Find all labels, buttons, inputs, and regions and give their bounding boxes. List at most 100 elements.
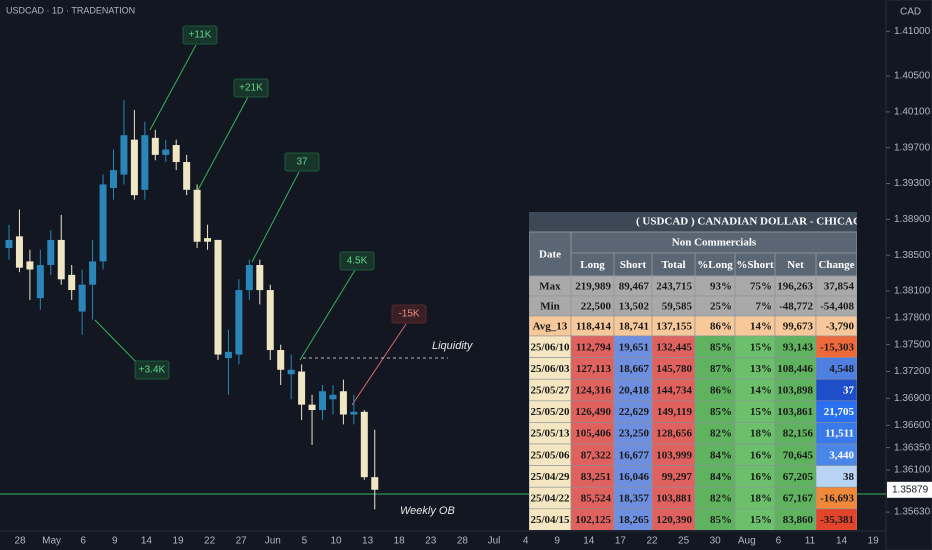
candle-body bbox=[266, 290, 274, 351]
cell: 38 bbox=[843, 471, 855, 483]
cell: 25/06/10 bbox=[530, 341, 570, 353]
candle-body bbox=[5, 239, 13, 248]
column-header-bg bbox=[529, 231, 572, 277]
cell: 19,651 bbox=[619, 341, 649, 353]
candle-body bbox=[120, 135, 128, 175]
cell: 67,167 bbox=[783, 493, 814, 505]
x-tick-label: 25 bbox=[678, 536, 690, 547]
annotation-box bbox=[339, 251, 375, 271]
y-tick-label: 1.38100 bbox=[894, 286, 931, 297]
cell: 22,500 bbox=[581, 301, 612, 313]
cell: 13,502 bbox=[619, 301, 650, 313]
column-header: %Long bbox=[697, 259, 733, 271]
candle-body bbox=[162, 149, 170, 155]
candle-body bbox=[36, 265, 44, 299]
y-tick-label: 1.39300 bbox=[894, 178, 931, 189]
cell: 86% bbox=[710, 321, 732, 333]
candle-body bbox=[183, 162, 191, 190]
y-tick-label: 1.37200 bbox=[894, 366, 931, 377]
candle-body bbox=[68, 274, 76, 291]
x-tick-label: 14 bbox=[583, 536, 595, 547]
cell: 145,780 bbox=[656, 363, 692, 375]
cell: 25/04/22 bbox=[530, 493, 570, 505]
weekly-ob-label: Weekly OB bbox=[400, 505, 455, 517]
candle-body bbox=[26, 261, 34, 270]
cell: Max bbox=[539, 281, 561, 293]
x-tick-label: 18 bbox=[394, 536, 406, 547]
cell: 85% bbox=[710, 514, 732, 526]
cell: 243,715 bbox=[656, 281, 692, 293]
x-tick-label: 22 bbox=[204, 536, 216, 547]
cell: 82% bbox=[710, 428, 732, 440]
cell: 67,205 bbox=[783, 471, 814, 483]
annotation-box bbox=[134, 360, 170, 380]
cell: 14% bbox=[750, 321, 772, 333]
x-tick-label: 10 bbox=[330, 536, 342, 547]
candle-body bbox=[141, 135, 149, 190]
symbol-header: USDCAD · 1D · TRADENATION bbox=[6, 5, 135, 15]
cell: 84% bbox=[710, 449, 732, 461]
cell: 16% bbox=[750, 471, 772, 483]
cell: 83,251 bbox=[581, 471, 611, 483]
cell: 83,860 bbox=[783, 514, 814, 526]
currency: CAD bbox=[900, 7, 921, 18]
cell: 20,418 bbox=[619, 385, 650, 397]
candle-body bbox=[224, 351, 232, 359]
annotation: -15K bbox=[398, 309, 419, 320]
candle-body bbox=[172, 145, 180, 163]
table-title-bg bbox=[529, 212, 857, 232]
cell: -3,790 bbox=[826, 321, 855, 333]
candle-body bbox=[47, 239, 55, 265]
liquidity-label: Liquidity bbox=[432, 340, 474, 352]
cell: 18,265 bbox=[619, 514, 650, 526]
y-tick-label: 1.38500 bbox=[894, 250, 931, 261]
cell: 25/05/13 bbox=[530, 428, 570, 440]
candle-body bbox=[214, 239, 222, 355]
candle-body bbox=[350, 411, 358, 415]
x-tick-label: Jun bbox=[265, 536, 281, 547]
cell: 118,414 bbox=[576, 321, 612, 333]
cell: 132,445 bbox=[656, 341, 692, 353]
x-tick-label: 6 bbox=[80, 536, 86, 547]
annotation: +11K bbox=[189, 30, 212, 41]
cell: 22,629 bbox=[619, 406, 650, 418]
x-tick-label: 27 bbox=[236, 536, 248, 547]
cell: 25/05/27 bbox=[530, 385, 570, 397]
table-title: ( USDCAD ) CANADIAN DOLLAR - CHICAGO MER… bbox=[636, 216, 932, 228]
candle-body bbox=[298, 371, 306, 405]
candle-body bbox=[193, 189, 201, 242]
column-header: Date bbox=[539, 249, 561, 261]
y-tick-label: 1.38900 bbox=[894, 214, 931, 225]
x-tick-label: 17 bbox=[615, 536, 627, 547]
x-tick-label: 6 bbox=[776, 536, 782, 547]
candle-body bbox=[256, 265, 264, 291]
cell: 85% bbox=[710, 406, 732, 418]
cell: 25/05/20 bbox=[530, 406, 570, 418]
column-header: Total bbox=[661, 259, 685, 271]
candle-body bbox=[371, 477, 379, 490]
cell: 11,511 bbox=[825, 428, 854, 440]
cell: 82,156 bbox=[783, 428, 814, 440]
cell: 144,734 bbox=[656, 385, 692, 397]
candle-body bbox=[245, 265, 253, 291]
connector-lines bbox=[94, 44, 356, 367]
x-tick-label: 19 bbox=[868, 536, 880, 547]
cell: 23,250 bbox=[619, 428, 650, 440]
cell: 15% bbox=[750, 406, 772, 418]
y-tick-label: 1.40500 bbox=[894, 71, 931, 82]
x-tick-label: 13 bbox=[362, 536, 374, 547]
cell: Min bbox=[540, 301, 560, 313]
column-header: Short bbox=[620, 259, 647, 271]
candle-body bbox=[235, 290, 243, 355]
last-price-tag bbox=[887, 481, 932, 498]
y-tick-label: 1.35630 bbox=[894, 507, 931, 518]
cell: 103,999 bbox=[656, 449, 692, 461]
candle-body bbox=[89, 261, 97, 285]
cell: -35,381 bbox=[820, 514, 854, 526]
annotation: +3.4K bbox=[139, 365, 166, 376]
candle-body bbox=[319, 391, 326, 411]
cell: 85% bbox=[710, 341, 732, 353]
cell: 18% bbox=[750, 428, 772, 440]
last-price-label: 1.35879 bbox=[892, 484, 929, 495]
x-tick-label: 22 bbox=[646, 536, 658, 547]
